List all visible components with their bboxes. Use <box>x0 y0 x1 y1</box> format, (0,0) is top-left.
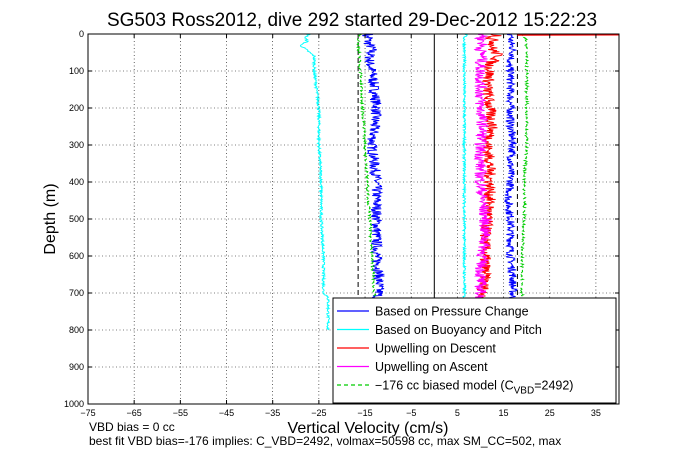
legend-label-text: −176 cc biased model (C <box>375 379 514 393</box>
series-line-7 <box>519 33 530 301</box>
legend-label-text: Upwelling on Ascent <box>375 360 488 374</box>
x-tick-label: 25 <box>545 408 555 418</box>
series-line-3 <box>461 33 468 301</box>
legend-label-text: Based on Pressure Change <box>375 305 529 319</box>
legend-label: Based on Buoyancy and Pitch <box>375 323 542 337</box>
legend-box <box>332 297 617 404</box>
series-line-6 <box>355 34 377 301</box>
bias-note: VBD bias = 0 cc <box>89 420 175 434</box>
x-tick-label: −5 <box>406 408 416 418</box>
x-tick-label: −55 <box>173 408 188 418</box>
data-series <box>299 33 620 331</box>
legend-label-text: Based on Buoyancy and Pitch <box>375 323 542 337</box>
y-tick-label: 600 <box>69 251 84 261</box>
y-tick-label: 100 <box>69 66 84 76</box>
x-tick-label: −65 <box>127 408 142 418</box>
y-tick-label: 1000 <box>64 399 84 409</box>
legend-label: Upwelling on Ascent <box>375 360 488 374</box>
series-line-1 <box>503 33 519 301</box>
y-tick-label: 800 <box>69 325 84 335</box>
best-fit-note: best fit VBD bias=-176 implies: C_VBD=24… <box>89 434 561 448</box>
x-tick-label: 5 <box>455 408 460 418</box>
legend: Based on Pressure Change Based on Buoyanc… <box>332 297 617 404</box>
y-tick-label: 0 <box>79 29 84 39</box>
legend-label: Upwelling on Descent <box>375 342 496 356</box>
y-tick-label: 300 <box>69 140 84 150</box>
series-line-2 <box>299 33 331 331</box>
x-axis-label: Vertical Velocity (cm/s) <box>288 420 449 437</box>
x-tick-label: −45 <box>219 408 234 418</box>
y-tick-label: 200 <box>69 103 84 113</box>
y-tick-label: 900 <box>69 362 84 372</box>
x-tick-label: −75 <box>80 408 95 418</box>
series-line-5 <box>473 33 493 301</box>
x-tick-label: −15 <box>357 408 372 418</box>
y-tick-label: 500 <box>69 214 84 224</box>
y-axis-label: Depth (m) <box>42 183 59 254</box>
legend-label: −176 cc biased model (CVBD=2492) <box>375 379 573 397</box>
x-tick-label: −35 <box>265 408 280 418</box>
y-tick-label: 400 <box>69 177 84 187</box>
y-tick-label: 700 <box>69 288 84 298</box>
x-tick-label: −25 <box>311 408 326 418</box>
legend-label-text: Upwelling on Descent <box>375 342 496 356</box>
legend-label-suffix: =2492) <box>534 379 573 393</box>
chart-title: SG503 Ross2012, dive 292 started 29-Dec-… <box>107 10 597 31</box>
axis-ticks: −75 −65 −55 −45 −35 −25 −15 −5 5 15 25 350100200300… <box>64 29 619 418</box>
series-line-0 <box>362 33 386 301</box>
legend-label-subscript: VBD <box>514 386 535 397</box>
legend-label: Based on Pressure Change <box>375 305 529 319</box>
x-tick-label: 15 <box>499 408 509 418</box>
x-tick-label: 35 <box>591 408 601 418</box>
